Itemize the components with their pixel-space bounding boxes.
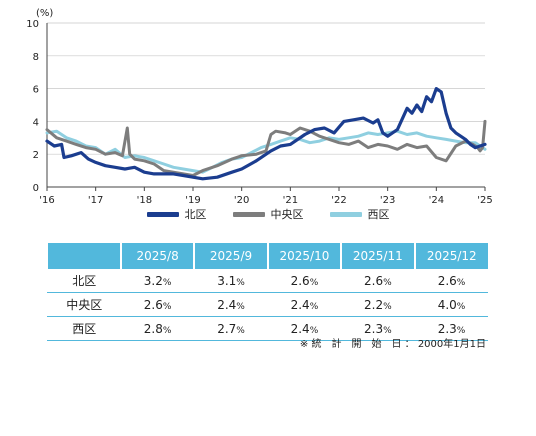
table-cell: 2.3% <box>340 316 415 341</box>
series-lines <box>45 86 487 181</box>
x-tick-label: '17 <box>88 195 103 206</box>
footnote: ※ 統 計 開 始 日 ： 2000年1月1日 <box>299 339 486 350</box>
series-line-kita <box>45 86 487 181</box>
grid-lines <box>46 22 485 188</box>
table-header-cell: 2025/8 <box>119 243 195 269</box>
table-cell: 4.0% <box>414 292 488 317</box>
table-header-blank <box>47 243 121 269</box>
legend-item-chuo: 中央区 <box>232 206 304 222</box>
legend-swatch-nishi <box>329 211 362 217</box>
legend-label-nishi: 西区 <box>367 208 390 221</box>
x-tick-label: '20 <box>234 195 249 206</box>
table-cell: 2.4% <box>267 292 342 317</box>
table-cell: 2.3% <box>414 316 488 341</box>
table-header-row: 2025/8 2025/9 2025/10 2025/11 2025/12 <box>47 243 488 269</box>
table-cell: 2.7% <box>193 316 268 341</box>
y-tick-label: 8 <box>33 52 39 63</box>
table-cell: 2.8% <box>120 316 195 341</box>
x-tick-label: '25 <box>477 195 492 206</box>
table-cell: 2.6% <box>340 269 415 293</box>
y-tick-label: 4 <box>33 117 39 128</box>
x-tick-label: '19 <box>185 195 200 206</box>
table-header-cell: 2025/11 <box>340 243 415 269</box>
table-row-label: 北区 <box>46 269 121 293</box>
y-tick-labels: 0 2 4 6 8 10 <box>26 19 39 194</box>
legend-swatch-kita <box>146 211 179 217</box>
legend-swatch-chuo <box>232 211 265 217</box>
table-row-label: 中央区 <box>46 292 121 317</box>
x-tick-label: '18 <box>137 195 152 206</box>
legend-label-chuo: 中央区 <box>270 208 304 221</box>
table-header-cell: 2025/12 <box>413 243 488 269</box>
chart-legend: 北区 中央区 西区 <box>0 206 536 222</box>
legend-item-nishi: 西区 <box>329 206 390 222</box>
y-tick-label: 10 <box>26 19 39 30</box>
x-tick-labels: '16 '17 '18 '19 '20 '21 '22 '23 '24 '25 <box>39 187 493 206</box>
y-tick-label: 0 <box>33 183 39 194</box>
table-cell: 2.2% <box>340 292 415 317</box>
legend-label-kita: 北区 <box>184 208 207 221</box>
table-row: 中央区 2.6% 2.4% 2.4% 2.2% 4.0% <box>46 292 488 317</box>
table-row: 西区 2.8% 2.7% 2.4% 2.3% 2.3% <box>46 316 488 341</box>
table-header-cell: 2025/10 <box>266 243 342 269</box>
table-cell: 2.6% <box>414 269 488 293</box>
table-cell: 2.4% <box>193 292 268 317</box>
table-cell: 3.1% <box>193 269 268 293</box>
legend-item-kita: 北区 <box>146 206 207 222</box>
table-header-cell: 2025/9 <box>193 243 268 269</box>
table-cell: 2.4% <box>267 316 342 341</box>
y-tick-label: 2 <box>33 150 39 161</box>
table-row: 北区 3.2% 3.1% 2.6% 2.6% 2.6% <box>46 269 488 293</box>
table-row-label: 西区 <box>46 316 121 341</box>
table-cell: 2.6% <box>267 269 342 293</box>
y-tick-label: 6 <box>33 85 39 96</box>
x-tick-label: '22 <box>331 195 346 206</box>
table-cell: 3.2% <box>120 269 195 293</box>
table-cell: 2.6% <box>120 292 195 317</box>
y-axis-unit: (%) <box>36 8 53 19</box>
series-line-chuo <box>45 119 487 177</box>
x-tick-label: '16 <box>39 195 54 206</box>
x-tick-label: '23 <box>380 195 395 206</box>
rate-table: 2025/8 2025/9 2025/10 2025/11 2025/12 北区… <box>46 243 488 341</box>
x-tick-label: '21 <box>283 195 298 206</box>
x-tick-label: '24 <box>429 195 444 206</box>
